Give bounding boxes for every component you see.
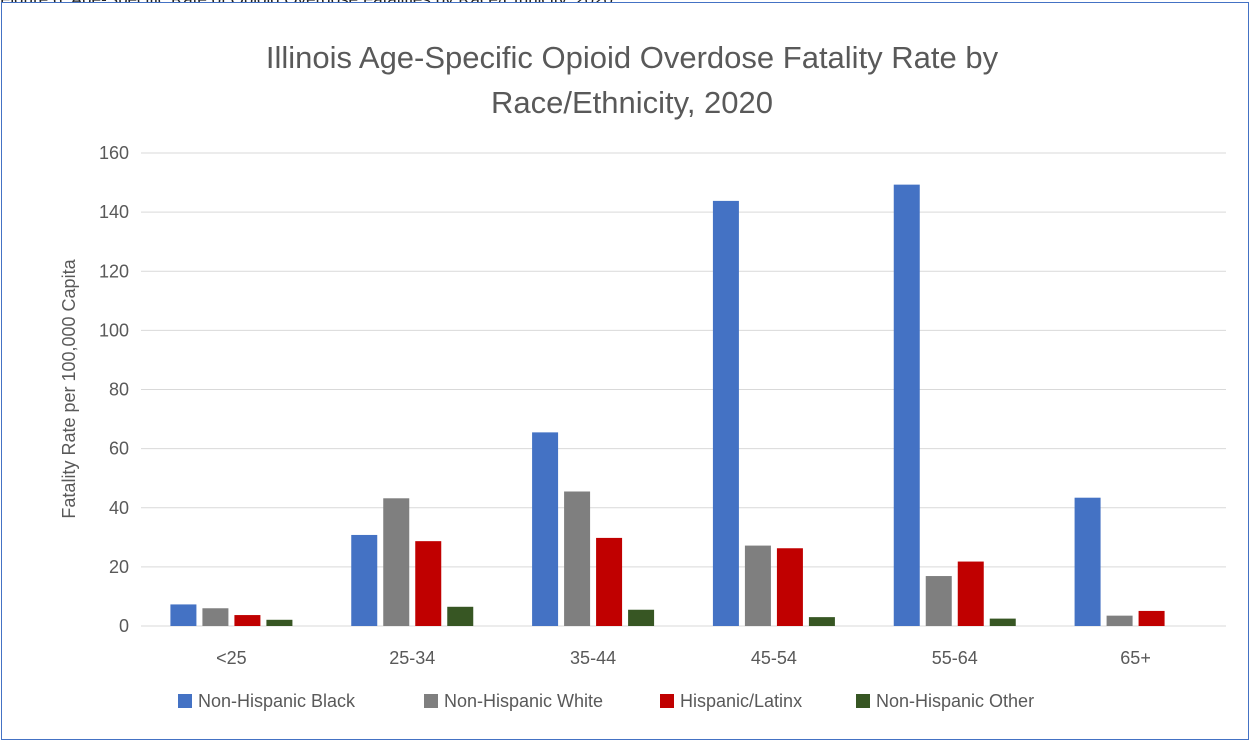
x-tick-label: 65+: [1120, 648, 1151, 668]
bar: [1106, 615, 1133, 626]
y-tick-label: 60: [109, 439, 129, 459]
legend-label: Hispanic/Latinx: [680, 691, 802, 711]
legend-swatch: [424, 694, 438, 708]
x-tick-label: <25: [216, 648, 247, 668]
x-tick-label: 25-34: [389, 648, 435, 668]
bar: [893, 184, 920, 626]
bar: [447, 606, 474, 626]
bar: [596, 537, 623, 626]
legend-label: Non-Hispanic White: [444, 691, 603, 711]
bar: [712, 200, 739, 627]
x-tick-label: 55-64: [932, 648, 978, 668]
chart-title-line-2: Race/Ethnicity, 2020: [491, 85, 773, 120]
bar: [383, 498, 410, 626]
axis-ticks: 0 20 40 60 80 100 120 140 160 <25 25-34 35-44 45-54 5…: [99, 143, 1151, 668]
bar: [1074, 497, 1101, 626]
y-tick-label: 80: [109, 380, 129, 400]
bar: [808, 617, 835, 626]
y-tick-label: 160: [99, 143, 129, 163]
bar: [415, 541, 442, 626]
legend-label: Non-Hispanic Black: [198, 691, 356, 711]
bar: [1138, 610, 1165, 626]
legend-label: Non-Hispanic Other: [876, 691, 1034, 711]
legend: Non-Hispanic Black Non-Hispanic White Hisp…: [178, 691, 1034, 711]
y-tick-label: 0: [119, 616, 129, 636]
chart-title-line-1: Illinois Age-Specific Opioid Overdose Fa…: [266, 40, 999, 75]
legend-swatch: [178, 694, 192, 708]
y-tick-label: 120: [99, 261, 129, 281]
bar: [532, 432, 559, 626]
bar: [925, 576, 952, 626]
bar-series: [170, 184, 1165, 627]
bar: [351, 534, 378, 626]
y-tick-label: 140: [99, 202, 129, 222]
bar: [744, 545, 771, 626]
legend-swatch: [856, 694, 870, 708]
bar: [989, 618, 1016, 626]
y-tick-label: 100: [99, 320, 129, 340]
y-tick-label: 20: [109, 557, 129, 577]
x-tick-label: 35-44: [570, 648, 616, 668]
x-tick-label: 45-54: [751, 648, 797, 668]
y-tick-label: 40: [109, 498, 129, 518]
y-axis-title: Fatality Rate per 100,000 Capita: [59, 258, 79, 518]
bar: [266, 619, 293, 626]
bar: [776, 548, 803, 626]
bar-chart: 0 20 40 60 80 100 120 140 160 <25 25-34 35-44 45-54 5…: [59, 40, 1226, 711]
gridlines: [141, 152, 1226, 627]
bar: [170, 604, 197, 626]
bar: [628, 609, 655, 626]
bar: [957, 561, 984, 626]
bar: [564, 491, 591, 626]
bar: [234, 615, 261, 626]
bar: [202, 608, 229, 626]
legend-swatch: [660, 694, 674, 708]
